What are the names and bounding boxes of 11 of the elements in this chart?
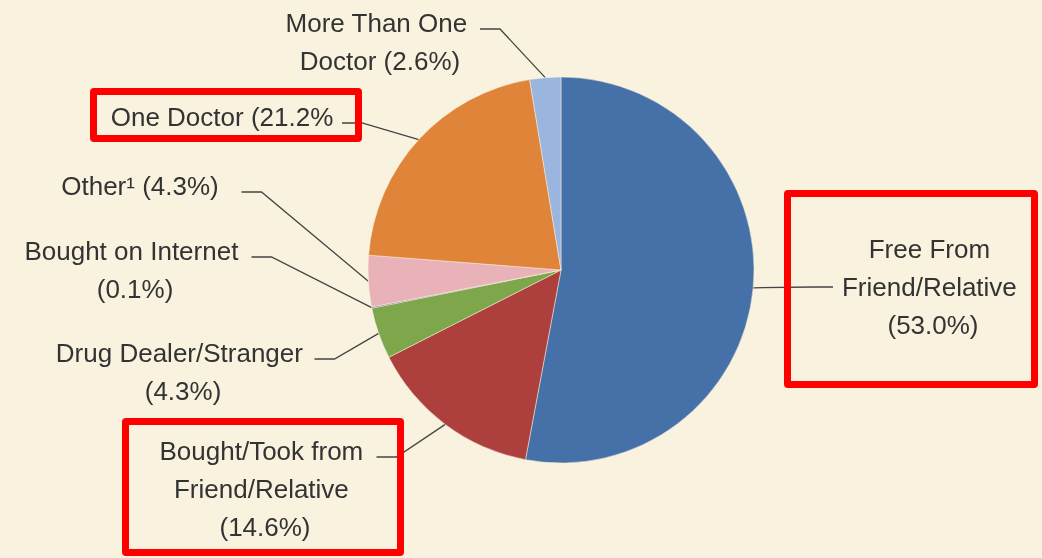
slice-label: One Doctor (21.2% — [110, 102, 334, 132]
slice-label: Drug Dealer/Stranger — [55, 338, 311, 368]
data-label: (4.3%) — [144, 376, 222, 406]
slice-label: Bought on Internet — [24, 236, 246, 266]
data-label: (14.6%) — [219, 512, 311, 542]
slice-label: More Than One Doctor (2.6%) — [285, 8, 475, 76]
data-label: (53.0%) — [887, 310, 979, 340]
slice-label: Bought/Took from Friend/Relative — [159, 436, 371, 504]
slice-label: Other¹ (4.3%) — [61, 171, 219, 201]
slice-label: Free From Friend/Relative — [841, 234, 1025, 302]
data-label: (0.1%) — [96, 274, 174, 304]
